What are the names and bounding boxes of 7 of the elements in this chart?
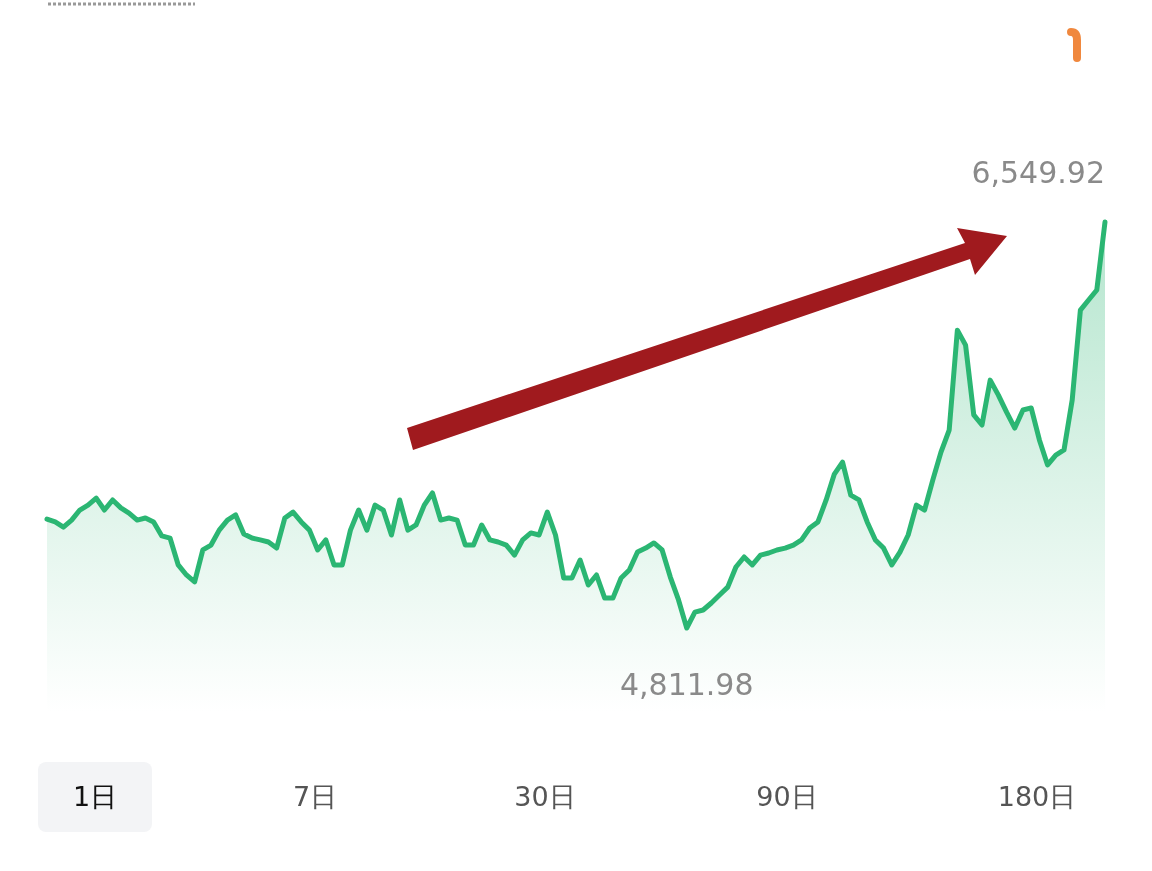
annotation: 7日 [291, 780, 339, 814]
data-label: 4,811.98 [619, 667, 754, 702]
annotation: 30日 [513, 780, 577, 814]
data-label: 6,549.92 [971, 155, 1105, 190]
annotation: 90日 [755, 780, 819, 814]
annotation: 1日 [38, 762, 152, 832]
annotation: 180日 [996, 780, 1078, 814]
